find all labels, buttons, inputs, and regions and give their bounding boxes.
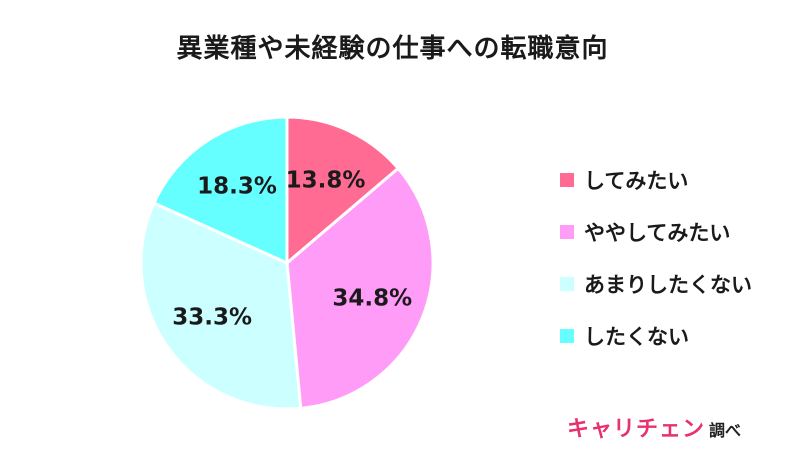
pie-slice-shitemitai [285,115,401,267]
legend-swatch [560,173,574,187]
slice-value-label-yaya-shitemitai: 34.8% [332,286,412,312]
legend-swatch [560,277,574,291]
pie-slice-shitakunai [151,115,289,266]
legend-label: ややしてみたい [584,221,731,245]
pie-slices [139,115,435,411]
brand-logo: キャリチェン [566,417,705,442]
legend-swatch [560,225,574,239]
legend-label: あまりしたくない [584,273,752,297]
pie-slice-yaya-shitemitai [285,166,435,410]
legend-label: したくない [584,325,689,349]
legend-item-yaya-shitemitai: ややしてみたい [560,221,752,245]
legend-item-shitemitai: してみたい [560,169,752,193]
pie-slice-amari-shitakunai [139,201,303,411]
slice-value-label-amari-shitakunai: 33.3% [172,305,252,331]
slice-value-label-shitemitai: 13.8% [286,167,366,193]
credit-suffix: 調べ [708,421,741,440]
legend: してみたい ややしてみたい あまりしたくない したくない [560,169,752,378]
legend-item-shitakunai: したくない [560,325,752,349]
legend-label: してみたい [584,169,689,193]
legend-swatch [560,329,574,343]
legend-item-amari-shitakunai: あまりしたくない [560,273,752,297]
slice-value-label-shitakunai: 18.3% [197,174,277,200]
source-credit: キャリチェン 調べ [567,411,741,443]
chart-title: 異業種や未経験の仕事への転職意向 [176,34,609,64]
pie-value-labels: 13.8% 34.8% 33.3% 18.3% [172,167,412,330]
